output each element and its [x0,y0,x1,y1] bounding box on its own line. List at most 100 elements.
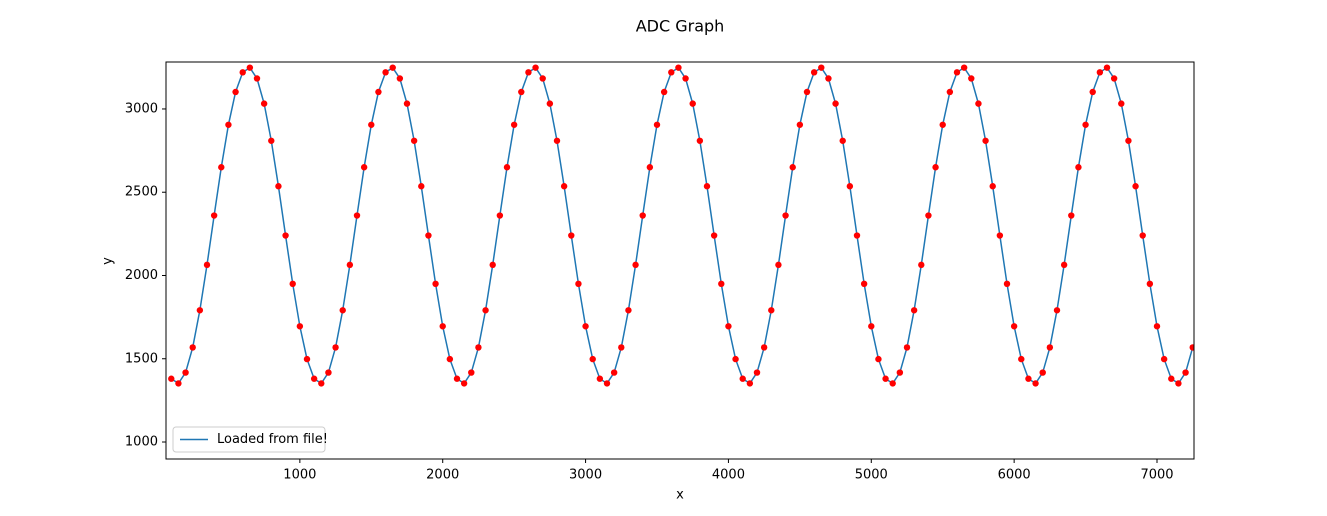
data-point [1096,69,1104,76]
data-point [382,69,389,76]
data-point [410,137,418,144]
data-point [389,64,396,71]
data-point [610,369,618,376]
data-point [660,88,668,96]
data-point [839,137,846,144]
data-point [260,100,268,107]
data-point [539,75,546,82]
data-point [603,380,611,387]
data-point [532,64,539,71]
data-point [703,183,711,190]
data-point [1132,183,1139,190]
data-point [1075,164,1082,171]
data-point [489,261,496,269]
data-point [1039,369,1046,376]
data-point [596,375,604,382]
data-point [232,88,239,96]
data-point [639,212,646,219]
data-point [696,137,704,144]
data-point [203,261,211,269]
data-point [1089,88,1096,96]
x-axis-label: x [676,488,684,503]
data-point [168,375,175,382]
data-point [675,64,682,71]
data-point [589,355,596,363]
data-point [432,280,439,288]
data-point [789,164,796,171]
data-point [810,69,818,76]
data-point [210,212,218,219]
data-point [882,375,889,382]
data-point [496,212,504,219]
data-point [946,88,954,96]
data-point [1053,307,1061,314]
data-point [903,344,911,351]
data-point [246,64,254,71]
data-point [968,75,975,82]
legend-label: Loaded from file! [217,432,328,447]
data-line [170,66,1194,385]
data-point [918,261,925,269]
y-tick-label: 2500 [125,185,158,200]
data-point [1110,75,1118,82]
data-point [825,75,832,82]
data-point [318,380,325,387]
data-point [1182,369,1189,376]
plot-frame [165,61,1195,460]
x-tick-label: 7000 [1140,468,1173,483]
data-point [518,88,525,96]
legend: Loaded from file! [172,426,328,453]
data-point [1082,121,1089,128]
data-point [710,232,718,239]
data-point [989,183,996,190]
x-tick-label: 6000 [998,468,1031,483]
data-point [253,75,261,82]
data-point [868,323,875,330]
data-point [475,344,482,351]
x-tick-label: 3000 [569,468,602,483]
data-point [346,261,354,269]
data-point [1168,375,1175,382]
data-point [853,232,861,239]
data-point [1118,100,1125,107]
data-point [275,183,282,190]
data-point [289,280,296,288]
data-point [446,355,454,363]
data-point [1175,380,1182,387]
data-point [653,121,661,128]
data-point [396,75,404,82]
data-point [775,261,782,269]
data-point [725,323,732,330]
x-tick-label: 4000 [712,468,745,483]
data-point [196,307,204,314]
data-point [953,69,961,76]
legend-box [172,426,326,453]
data-point [268,137,275,144]
data-point [718,280,725,288]
data-point [568,232,575,239]
data-point [403,100,411,107]
data-point [618,344,625,351]
y-axis-label: y [101,257,116,265]
data-point [889,380,896,387]
x-tick-label: 5000 [855,468,888,483]
data-point [418,183,425,190]
data-point [482,307,489,314]
data-point [939,121,946,128]
data-point [625,307,632,314]
data-point [739,375,746,382]
data-point [1153,323,1161,330]
data-point [353,212,361,219]
data-point [546,100,554,107]
x-tick-label: 1000 [283,468,316,483]
data-point [1189,344,1194,351]
data-point [339,307,346,314]
data-point [746,380,754,387]
data-point [846,183,854,190]
data-point [782,212,789,219]
data-point [910,307,918,314]
data-point [525,69,532,76]
data-point [753,369,761,376]
x-tick-label: 2000 [426,468,459,483]
